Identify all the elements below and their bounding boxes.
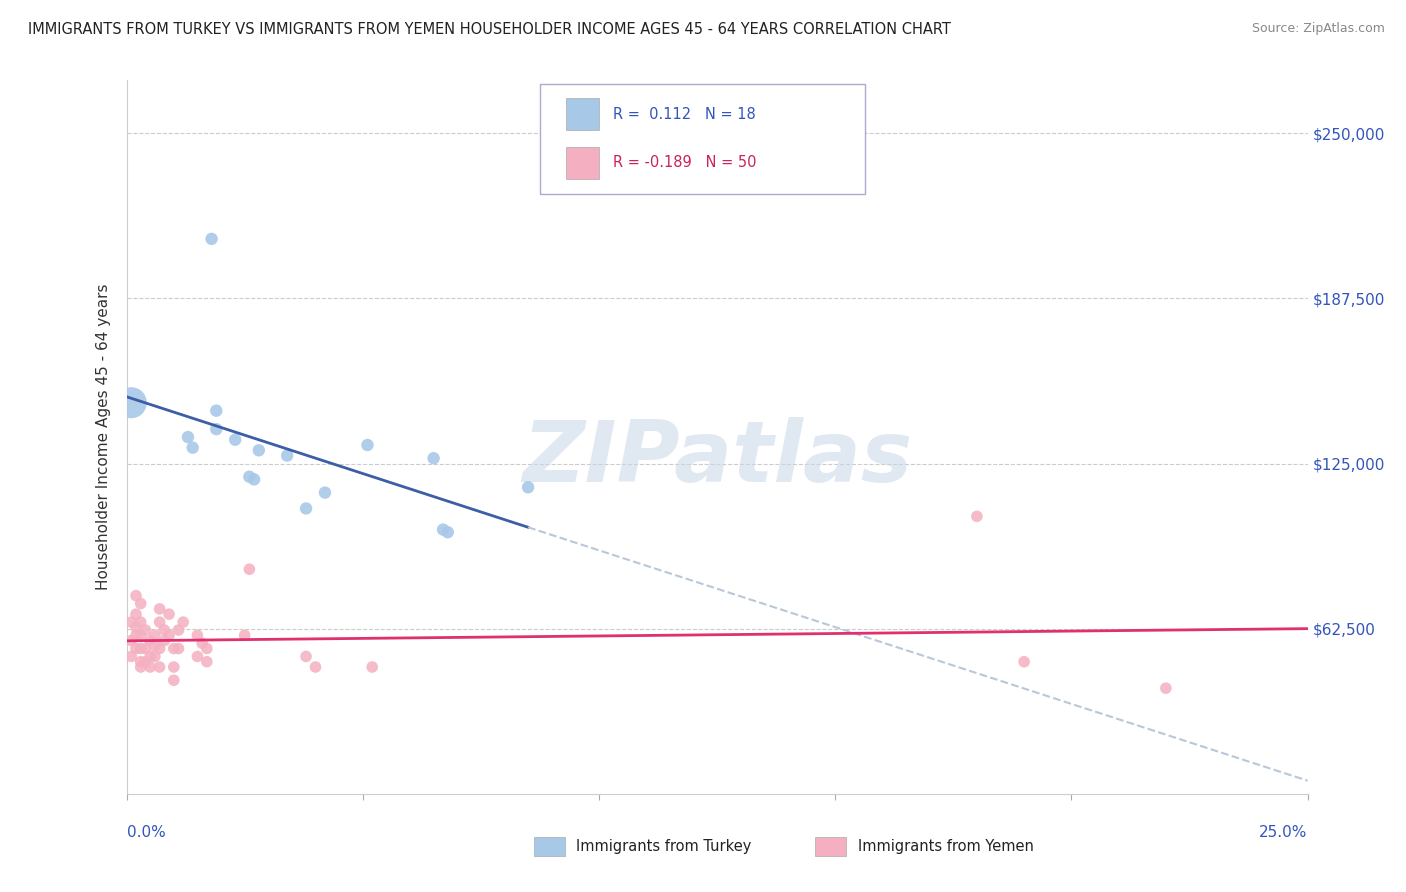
Point <box>129 615 152 629</box>
Point <box>143 649 166 664</box>
Point <box>1154 681 1177 695</box>
Point <box>143 628 166 642</box>
Point <box>149 615 172 629</box>
Point <box>129 641 152 656</box>
Point <box>125 628 148 642</box>
Point <box>139 633 162 648</box>
FancyBboxPatch shape <box>540 84 865 194</box>
Point <box>295 649 318 664</box>
Point <box>304 660 326 674</box>
Point <box>238 469 260 483</box>
Point <box>276 449 298 463</box>
Point <box>149 602 172 616</box>
Text: R = -0.189   N = 50: R = -0.189 N = 50 <box>613 155 756 170</box>
Point <box>314 485 336 500</box>
Point <box>167 641 190 656</box>
Text: R =  0.112   N = 18: R = 0.112 N = 18 <box>613 107 756 121</box>
Point <box>129 628 152 642</box>
FancyBboxPatch shape <box>565 98 599 130</box>
Point <box>177 430 200 444</box>
Point <box>134 641 156 656</box>
Point <box>157 607 180 622</box>
Point <box>125 620 148 634</box>
Point <box>120 633 142 648</box>
Point <box>243 472 266 486</box>
Point <box>195 655 218 669</box>
Point <box>167 623 190 637</box>
Point <box>966 509 988 524</box>
Point <box>238 562 260 576</box>
Point <box>163 673 186 688</box>
Point <box>356 438 378 452</box>
Point <box>163 660 186 674</box>
Point <box>153 633 176 648</box>
Y-axis label: Householder Income Ages 45 - 64 years: Householder Income Ages 45 - 64 years <box>96 284 111 591</box>
Text: 0.0%: 0.0% <box>127 825 166 840</box>
Point <box>125 589 148 603</box>
Point <box>172 615 194 629</box>
Point <box>361 660 384 674</box>
Point <box>436 525 458 540</box>
Point <box>129 597 152 611</box>
Point <box>134 623 156 637</box>
Point <box>143 639 166 653</box>
Point <box>205 422 228 436</box>
Text: IMMIGRANTS FROM TURKEY VS IMMIGRANTS FROM YEMEN HOUSEHOLDER INCOME AGES 45 - 64 : IMMIGRANTS FROM TURKEY VS IMMIGRANTS FRO… <box>28 22 950 37</box>
Point <box>134 655 156 669</box>
Point <box>129 660 152 674</box>
Point <box>157 628 180 642</box>
Point <box>195 641 218 656</box>
Text: Immigrants from Turkey: Immigrants from Turkey <box>576 839 752 854</box>
Point <box>125 641 148 656</box>
Point <box>149 641 172 656</box>
Point <box>120 649 142 664</box>
Point <box>205 403 228 417</box>
Point <box>233 628 256 642</box>
Point <box>120 615 142 629</box>
Point <box>191 636 214 650</box>
Point <box>200 232 222 246</box>
Text: Immigrants from Yemen: Immigrants from Yemen <box>858 839 1033 854</box>
Point <box>125 607 148 622</box>
Point <box>120 395 142 409</box>
Point <box>186 649 208 664</box>
Point <box>149 660 172 674</box>
Point <box>247 443 270 458</box>
Point <box>432 523 454 537</box>
Point <box>163 641 186 656</box>
Point <box>139 649 162 664</box>
Point <box>153 623 176 637</box>
Point <box>181 441 204 455</box>
Point <box>224 433 246 447</box>
Point <box>422 451 444 466</box>
Text: 25.0%: 25.0% <box>1260 825 1308 840</box>
Point <box>129 655 152 669</box>
Point <box>1012 655 1035 669</box>
Point <box>517 480 540 494</box>
Text: ZIPatlas: ZIPatlas <box>522 417 912 500</box>
Point <box>295 501 318 516</box>
Text: Source: ZipAtlas.com: Source: ZipAtlas.com <box>1251 22 1385 36</box>
Point <box>186 628 208 642</box>
Point <box>139 660 162 674</box>
FancyBboxPatch shape <box>565 146 599 178</box>
